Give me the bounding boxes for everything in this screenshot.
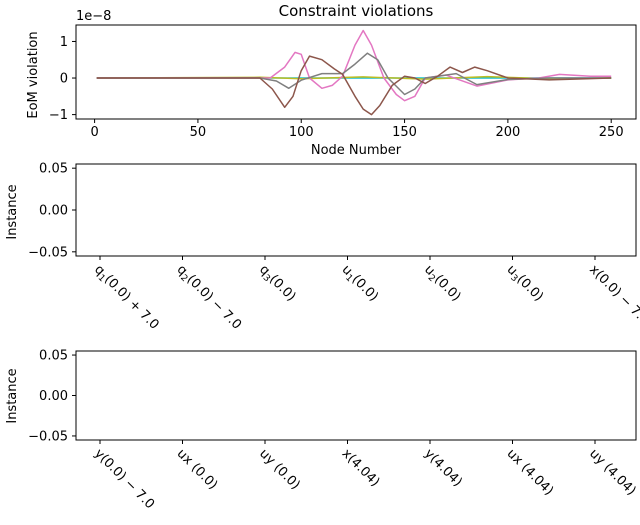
x-tick-label: ux (0.0) <box>174 446 221 493</box>
x-tick-label: u3(0.0) <box>502 262 546 306</box>
panel-instance-bottom: Instance y(0.0) − 7.0 ux (0.0) uy (0.0) x(4… <box>5 349 639 513</box>
x-axis-label: Node Number <box>311 143 402 158</box>
series-line-3 <box>96 52 612 96</box>
x-tick-label: 0 <box>90 125 98 140</box>
y-tick-label: −0.05 <box>28 245 68 260</box>
y-axis-ticks: −1 0 1 <box>49 35 76 123</box>
series-group <box>96 29 612 116</box>
x-tick-label: uy (0.0) <box>256 446 303 493</box>
x-tick-label: y(4.04) <box>421 446 465 490</box>
x-axis-ticks: 0 50 100 150 200 250 <box>90 119 624 140</box>
x-tick-label: ux (4.04) <box>504 446 556 498</box>
y-axis-label: Instance <box>5 368 20 423</box>
series-line-4 <box>96 55 612 116</box>
panel-constraint-violations: Constraint violations 1e−8 Node Number E… <box>26 2 637 158</box>
chart-title: Constraint violations <box>279 2 434 20</box>
y-tick-label: 1 <box>60 35 68 50</box>
x-tick-label: q1(0.0) + 7.0 <box>90 262 162 334</box>
plot-frame <box>75 24 637 120</box>
plot-frame <box>75 163 637 257</box>
y-tick-label: −0.05 <box>28 429 68 444</box>
y-axis-ticks: 0.05 0.00 −0.05 <box>28 162 76 260</box>
x-axis-ticks: y(0.0) − 7.0 ux (0.0) uy (0.0) x(4.04) y(4.0… <box>91 440 639 512</box>
y-axis-ticks: 0.05 0.00 −0.05 <box>28 349 76 444</box>
y-axis-label: Instance <box>5 184 20 239</box>
x-tick-label: 100 <box>289 125 314 140</box>
y-tick-label: 0 <box>60 72 68 87</box>
x-tick-label: x(0.0) − 7.0 <box>586 262 640 328</box>
x-tick-label: 150 <box>392 125 417 140</box>
y-tick-label: −1 <box>49 108 68 123</box>
x-tick-label: 200 <box>495 125 520 140</box>
x-tick-label: uy (4.04) <box>586 446 638 498</box>
x-tick-label: x(4.04) <box>339 446 383 490</box>
panel-instance-top: Instance q1(0.0) + 7.0q2(0.0) − 7.0q3(0.… <box>5 162 640 334</box>
y-tick-label: 0.00 <box>39 389 68 404</box>
x-tick-label: y(0.0) − 7.0 <box>91 446 157 512</box>
y-tick-label: 0.05 <box>39 349 68 364</box>
x-tick-label: 250 <box>599 125 624 140</box>
y-axis-label: EoM violation <box>26 31 41 118</box>
x-tick-label: q3(0.0) <box>255 262 299 306</box>
x-tick-label: u1(0.0) <box>337 262 381 306</box>
y-tick-label: 0.05 <box>39 162 68 177</box>
x-tick-label: u2(0.0) <box>420 262 464 306</box>
y-scale-label: 1e−8 <box>76 9 111 24</box>
x-tick-label: q2(0.0) − 7.0 <box>172 262 244 334</box>
x-tick-label: 50 <box>190 125 207 140</box>
x-axis-ticks: q1(0.0) + 7.0q2(0.0) − 7.0q3(0.0) u1(0.0)… <box>90 256 640 334</box>
y-tick-label: 0.00 <box>39 204 68 219</box>
plot-frame <box>75 350 637 441</box>
